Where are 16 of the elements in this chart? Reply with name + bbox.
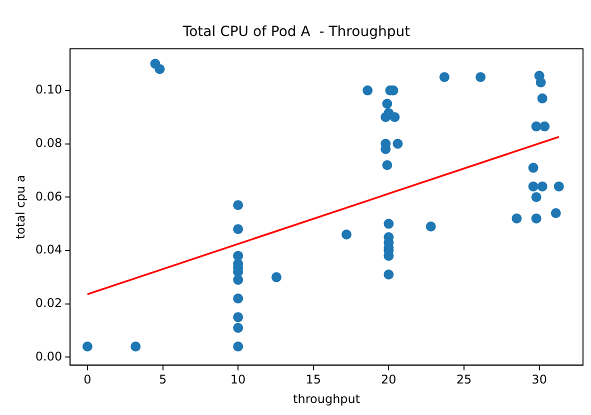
x-tick-label: 10 (230, 372, 246, 387)
y-tick-label: 0.00 (35, 349, 62, 364)
y-tick-label: 0.10 (35, 82, 62, 97)
x-tick-label: 20 (381, 372, 396, 387)
x-tick-label: 5 (158, 372, 167, 387)
y-tick-label: 0.02 (35, 296, 62, 310)
x-axis-title: throughput (293, 392, 360, 406)
x-tick-label: 15 (306, 372, 322, 387)
y-axis-title: total cpu a (13, 174, 28, 240)
y-tick-label: 0.08 (35, 136, 62, 150)
y-tick-label: 0.04 (35, 242, 62, 257)
x-tick-label: 0 (84, 372, 92, 387)
chart-title: Total CPU of Pod A - Throughput (182, 24, 411, 40)
x-tick-label: 25 (456, 372, 472, 387)
x-tick-label: 30 (532, 372, 547, 387)
y-tick-label: 0.06 (35, 189, 62, 204)
